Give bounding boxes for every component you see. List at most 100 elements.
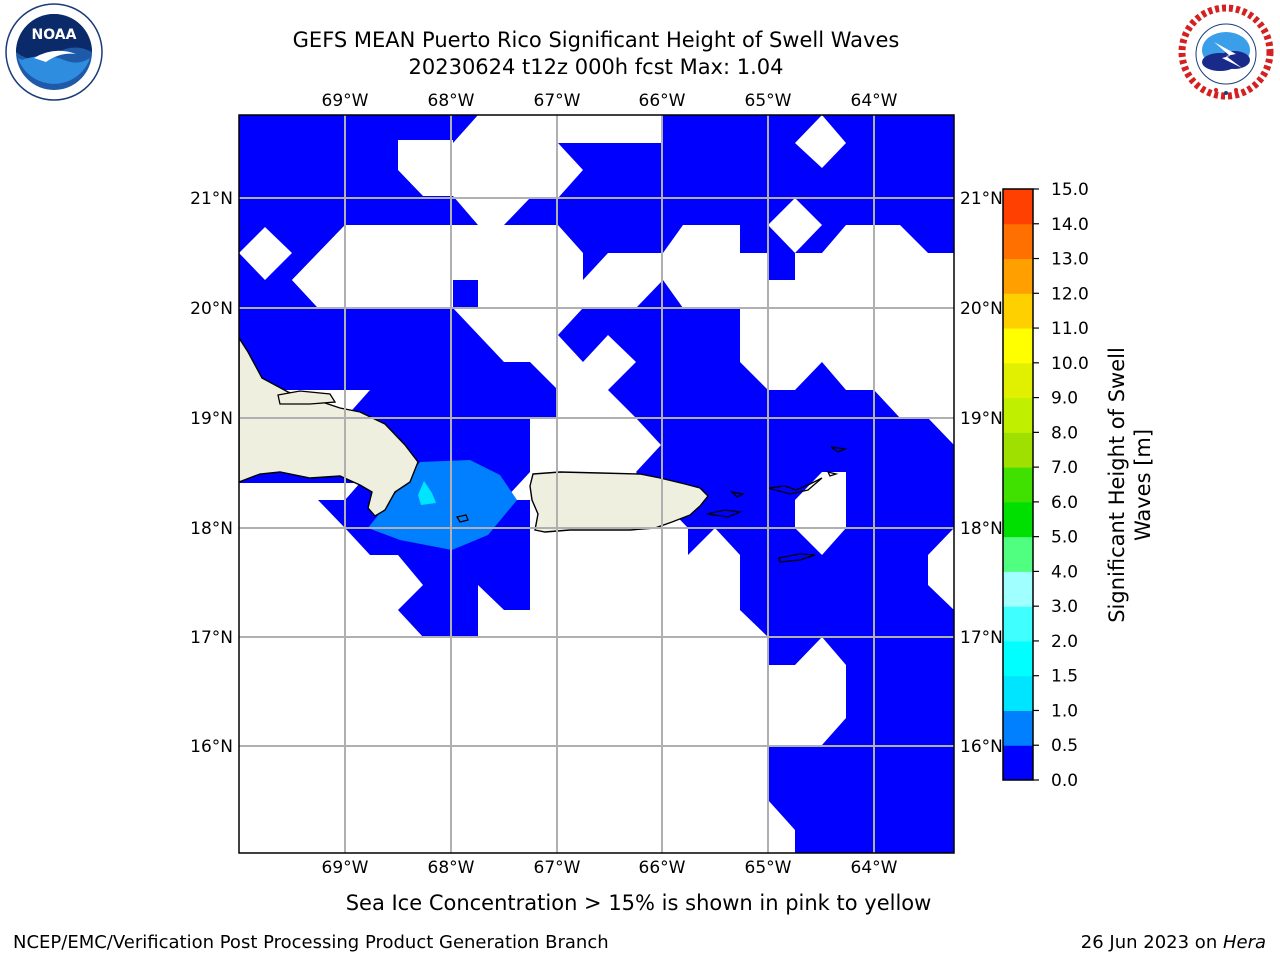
colorbar-label-line1: Significant Height of Swell (1105, 347, 1129, 623)
latitude-tick-label: 19°N (190, 409, 233, 429)
map-title: GEFS MEAN Puerto Rico Significant Height… (292, 28, 900, 52)
longitude-tick-label: 65°W (745, 858, 792, 878)
mona-island (455, 514, 469, 523)
longitude-tick-label: 66°W (639, 91, 686, 111)
map-frame (238, 114, 955, 854)
footer-date-text: 26 Jun 2023 on (1080, 932, 1223, 953)
colorbar-tick-label: 1.0 (1051, 701, 1078, 721)
no-swell-area (795, 472, 846, 555)
colorbar-frame (1002, 188, 1034, 781)
colorbar: 0.0 0.5 1.0 1.5 2.0 3.0 4.0 5.0 6.0 7.0 8.0 9.0 10.0… (1002, 180, 1089, 791)
latitude-ticks-right: 21°N 20°N 19°N 18°N 17°N 16°N (960, 189, 1003, 757)
latitude-tick-label: 16°N (190, 737, 233, 757)
latitude-ticks-left: 21°N 20°N 19°N 18°N 17°N 16°N (190, 189, 233, 757)
swell-fill-region (558, 280, 954, 853)
longitude-tick-label: 67°W (534, 858, 581, 878)
swell-fill-region (239, 115, 954, 308)
anegada-island (830, 446, 848, 453)
nws-logo (1178, 4, 1274, 100)
footer-date: 26 Jun 2023 on Hera (1081, 932, 1266, 953)
colorbar-tick-label: 4.0 (1051, 562, 1078, 582)
vieques-island (706, 509, 743, 518)
colorbar-segment (1003, 432, 1033, 468)
colorbar-tick-label: 7.0 (1051, 458, 1078, 478)
latitude-tick-label: 19°N (960, 409, 1003, 429)
colorbar-segment (1003, 606, 1033, 642)
st-croix-island (778, 553, 816, 563)
longitude-tick-label: 64°W (851, 91, 898, 111)
colorbar-tick-label: 0.0 (1051, 771, 1078, 791)
colorbar-segment (1003, 745, 1033, 781)
swell-fill-0-0.5 (239, 115, 954, 853)
colorbar-tick-label: 11.0 (1051, 319, 1089, 339)
swell-fill-1.0-1.5 (418, 481, 436, 505)
colorbar-segment (1003, 571, 1033, 607)
longitude-tick-label: 66°W (639, 858, 686, 878)
colorbar-label-line2: Waves [m] (1131, 429, 1155, 541)
longitude-tick-label: 65°W (745, 91, 792, 111)
longitude-tick-label: 68°W (428, 858, 475, 878)
culebra-island (730, 490, 746, 498)
latitude-tick-label: 17°N (960, 628, 1003, 648)
colorbar-tick-label: 2.0 (1051, 632, 1078, 652)
colorbar-tick-label: 1.5 (1051, 667, 1078, 687)
colorbar-segment (1003, 467, 1033, 503)
latitude-tick-label: 21°N (190, 189, 233, 209)
colorbar-segment (1003, 258, 1033, 294)
colorbar-tick-label: 9.0 (1051, 389, 1078, 409)
colorbar-segment (1003, 536, 1033, 572)
latitude-tick-label: 16°N (960, 737, 1003, 757)
puerto-rico-land (529, 471, 709, 533)
colorbar-segment (1003, 710, 1033, 746)
no-swell-area (768, 198, 822, 253)
colorbar-tick-label: 10.0 (1051, 354, 1089, 374)
longitude-ticks-top: 69°W 68°W 67°W 66°W 65°W 64°W (322, 91, 898, 111)
latitude-tick-label: 20°N (190, 299, 233, 319)
no-swell-areas (239, 115, 846, 308)
colorbar-segment (1003, 640, 1033, 677)
longitude-ticks-bottom: 69°W 68°W 67°W 66°W 65°W 64°W (322, 858, 898, 878)
latitude-tick-label: 20°N (960, 299, 1003, 319)
colorbar-tick-label: 8.0 (1051, 423, 1078, 443)
colorbar-segment (1003, 293, 1033, 329)
colorbar-tick-label: 5.0 (1051, 528, 1078, 548)
sea-ice-caption: Sea Ice Concentration > 15% is shown in … (345, 891, 932, 915)
small-island (826, 471, 839, 477)
latitude-tick-label: 21°N (960, 189, 1003, 209)
noaa-logo-text: NOAA (32, 27, 77, 43)
latitude-tick-label: 18°N (190, 519, 233, 539)
latitude-tick-label: 18°N (960, 519, 1003, 539)
colorbar-segment (1003, 675, 1033, 711)
colorbar-segment (1003, 397, 1033, 433)
longitude-tick-label: 67°W (534, 91, 581, 111)
colorbar-segment (1003, 189, 1033, 225)
colorbar-tick-label: 12.0 (1051, 284, 1089, 304)
footer-credit: NCEP/EMC/Verification Post Processing Pr… (13, 932, 609, 953)
longitude-tick-label: 64°W (851, 858, 898, 878)
map-subtitle: 20230624 t12z 000h fcst Max: 1.04 (408, 55, 784, 79)
colorbar-tick-label: 0.5 (1051, 736, 1078, 756)
footer-host: Hera (1222, 932, 1266, 953)
colorbar-tick-label: 14.0 (1051, 215, 1089, 235)
colorbar-segment (1003, 223, 1033, 260)
noaa-logo: NOAA (5, 3, 103, 101)
no-swell-area (795, 115, 846, 168)
virgin-islands (767, 477, 823, 495)
graticule (239, 115, 954, 853)
colorbar-tick-label: 15.0 (1051, 180, 1089, 200)
no-swell-area (239, 227, 292, 280)
tortuga-island (277, 390, 337, 405)
longitude-tick-label: 68°W (428, 91, 475, 111)
colorbar-tick-label: 3.0 (1051, 597, 1078, 617)
colorbar-tick-label: 13.0 (1051, 250, 1089, 270)
longitude-tick-label: 69°W (322, 858, 369, 878)
no-swell-area (583, 253, 663, 308)
swell-contours (239, 115, 954, 853)
longitude-tick-label: 69°W (322, 91, 369, 111)
no-swell-area (292, 225, 478, 308)
colorbar-tick-label: 6.0 (1051, 493, 1078, 513)
colorbar-segment (1003, 362, 1033, 399)
colorbar-segment (1003, 501, 1033, 538)
colorbar-segment (1003, 328, 1033, 364)
